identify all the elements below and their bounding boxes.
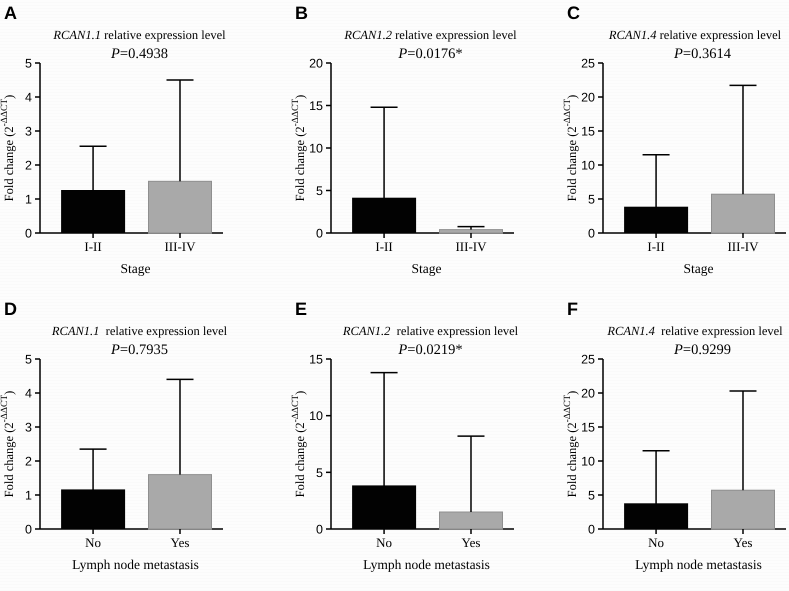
svg-text:0: 0 — [316, 227, 323, 241]
svg-text:III-IV: III-IV — [455, 239, 487, 254]
svg-text:20: 20 — [581, 91, 595, 105]
svg-text:Fold change (2-ΔΔCT): Fold change (2-ΔΔCT) — [291, 95, 307, 202]
svg-text:1: 1 — [25, 489, 32, 503]
svg-text:Yes: Yes — [171, 535, 190, 550]
svg-text:P=0.3614: P=0.3614 — [673, 46, 732, 62]
svg-text:0: 0 — [588, 523, 595, 537]
svg-text:0: 0 — [588, 227, 595, 241]
svg-text:RCAN1.1 relative expression le: RCAN1.1 relative expression level — [52, 28, 226, 42]
svg-text:P=0.0176*: P=0.0176* — [397, 46, 462, 62]
svg-text:Fold change (2-ΔΔCT): Fold change (2-ΔΔCT) — [0, 391, 16, 498]
svg-text:Yes: Yes — [462, 535, 481, 550]
svg-text:0: 0 — [316, 523, 323, 537]
svg-text:4: 4 — [25, 91, 32, 105]
svg-text:0: 0 — [25, 227, 32, 241]
svg-text:Lymph node metastasis: Lymph node metastasis — [635, 557, 762, 572]
svg-text:15: 15 — [309, 353, 323, 367]
svg-text:4: 4 — [25, 387, 32, 401]
svg-text:10: 10 — [309, 409, 323, 423]
svg-text:Lymph node metastasis: Lymph node metastasis — [363, 557, 490, 572]
svg-text:D: D — [4, 299, 17, 319]
svg-text:5: 5 — [25, 57, 32, 71]
svg-text:1: 1 — [25, 193, 32, 207]
svg-text:3: 3 — [25, 125, 32, 139]
svg-text:Stage: Stage — [121, 261, 151, 276]
svg-text:10: 10 — [581, 455, 595, 469]
svg-text:P=0.9299: P=0.9299 — [673, 342, 731, 358]
svg-text:5: 5 — [316, 184, 323, 198]
svg-text:Fold change (2-ΔΔCT): Fold change (2-ΔΔCT) — [563, 391, 579, 498]
svg-text:P=0.7935: P=0.7935 — [110, 342, 168, 358]
svg-text:3: 3 — [25, 421, 32, 435]
svg-text:P=0.4938: P=0.4938 — [110, 46, 168, 62]
svg-text:I-II: I-II — [84, 239, 101, 254]
svg-text:Lymph node metastasis: Lymph node metastasis — [72, 557, 199, 572]
svg-text:I-II: I-II — [375, 239, 392, 254]
svg-text:Fold change (2-ΔΔCT): Fold change (2-ΔΔCT) — [291, 391, 307, 498]
svg-text:Stage: Stage — [684, 261, 714, 276]
svg-text:No: No — [648, 535, 664, 550]
svg-text:RCAN1.4 relative expression le: RCAN1.4 relative expression level — [608, 28, 782, 42]
svg-text:10: 10 — [309, 142, 323, 156]
svg-text:10: 10 — [581, 159, 595, 173]
svg-text:RCAN1.4 relative expression l: RCAN1.4 relative expression level — [606, 324, 783, 338]
svg-text:III-IV: III-IV — [164, 239, 196, 254]
svg-text:0: 0 — [25, 523, 32, 537]
svg-text:III-IV: III-IV — [727, 239, 759, 254]
svg-text:15: 15 — [581, 421, 595, 435]
svg-text:5: 5 — [588, 489, 595, 503]
svg-text:2: 2 — [25, 455, 32, 469]
svg-text:2: 2 — [25, 159, 32, 173]
svg-text:Yes: Yes — [734, 535, 753, 550]
svg-text:P=0.0219*: P=0.0219* — [397, 342, 462, 358]
svg-text:5: 5 — [316, 466, 323, 480]
svg-text:E: E — [295, 299, 307, 319]
svg-text:5: 5 — [25, 353, 32, 367]
svg-text:F: F — [567, 299, 578, 319]
svg-text:Fold change (2-ΔΔCT): Fold change (2-ΔΔCT) — [563, 95, 579, 202]
svg-text:15: 15 — [581, 125, 595, 139]
svg-text:Stage: Stage — [412, 261, 442, 276]
svg-text:25: 25 — [581, 57, 595, 71]
svg-text:No: No — [376, 535, 392, 550]
svg-text:No: No — [85, 535, 101, 550]
svg-text:20: 20 — [309, 57, 323, 71]
svg-text:A: A — [4, 3, 17, 23]
svg-text:RCAN1.2 relative expression l: RCAN1.2 relative expression level — [342, 324, 519, 338]
svg-text:RCAN1.1 relative expression l: RCAN1.1 relative expression level — [51, 324, 228, 338]
svg-text:RCAN1.2 relative expression le: RCAN1.2 relative expression level — [343, 28, 517, 42]
svg-text:25: 25 — [581, 353, 595, 367]
svg-text:20: 20 — [581, 387, 595, 401]
svg-text:5: 5 — [588, 193, 595, 207]
svg-text:B: B — [295, 3, 308, 23]
svg-text:C: C — [567, 3, 580, 23]
svg-text:Fold change (2-ΔΔCT): Fold change (2-ΔΔCT) — [0, 95, 16, 202]
svg-text:15: 15 — [309, 99, 323, 113]
svg-text:I-II: I-II — [647, 239, 664, 254]
